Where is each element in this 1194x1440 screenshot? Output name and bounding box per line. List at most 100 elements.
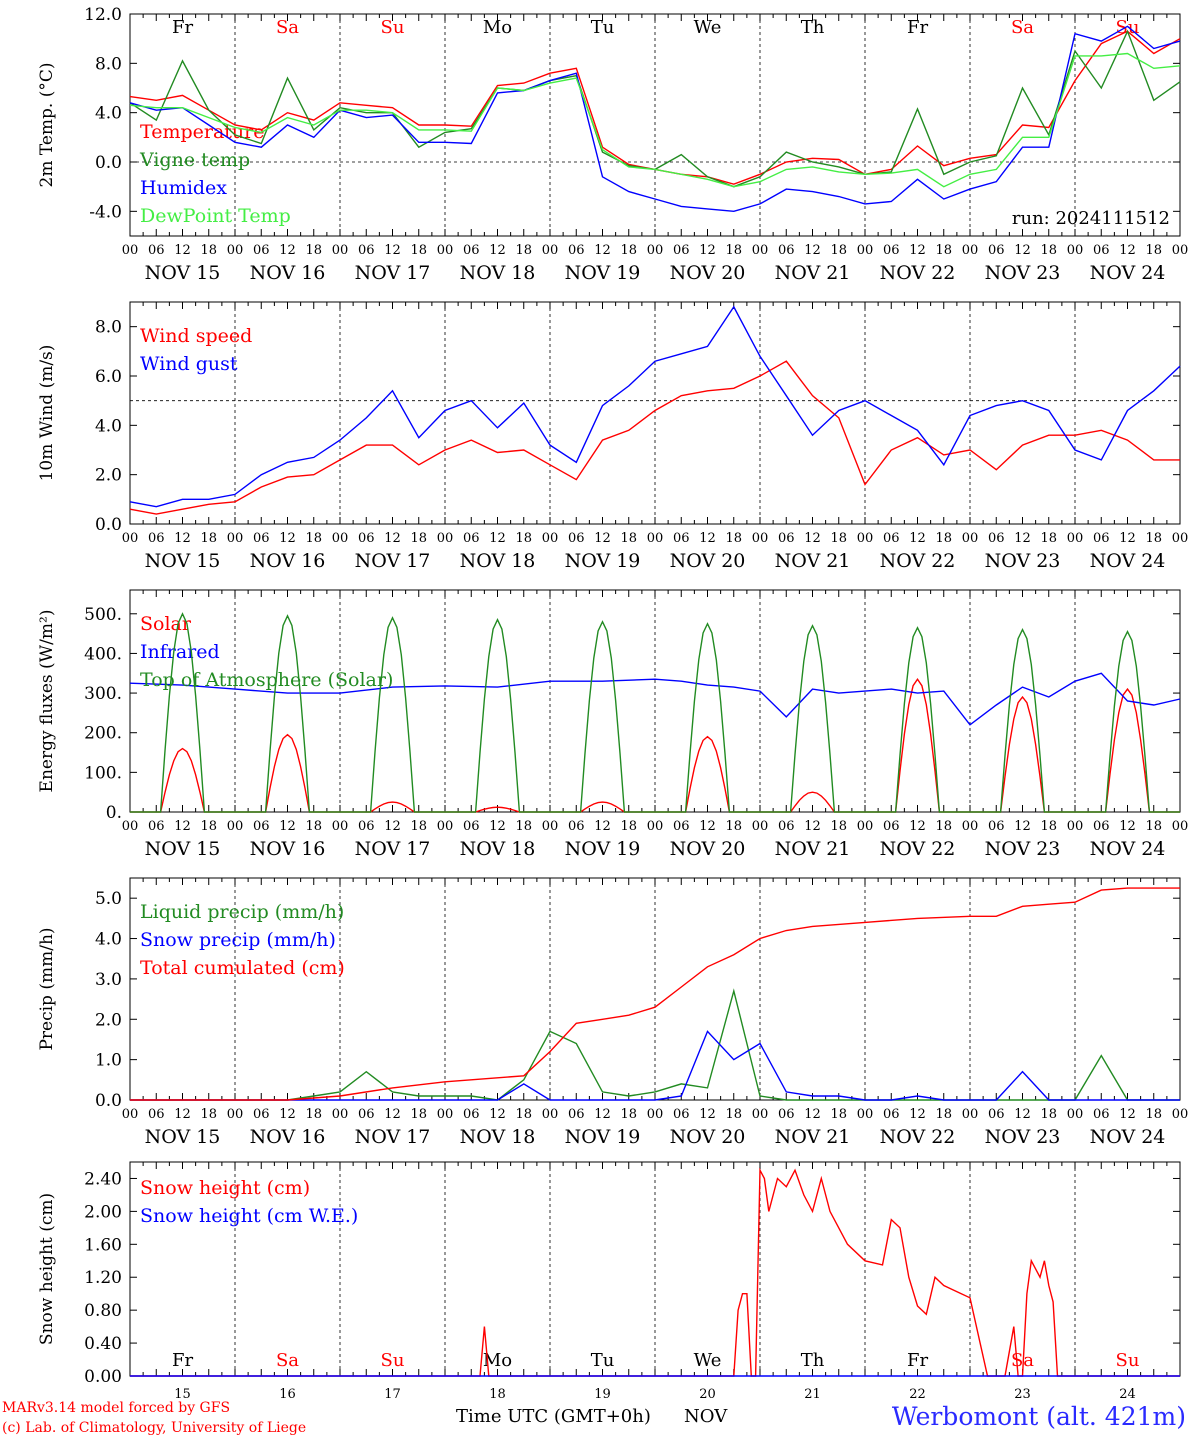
hour-tick-label: 06 — [568, 1107, 585, 1122]
hour-tick-label: 12 — [279, 531, 296, 546]
legend-entry: Snow height (cm W.E.) — [140, 1205, 358, 1227]
weekday-label: Fr — [907, 17, 928, 38]
y-tick-label: 400. — [84, 644, 122, 664]
hour-tick-label: 18 — [935, 243, 952, 258]
hour-tick-label: 06 — [253, 819, 270, 834]
hour-tick-label: 00 — [122, 1107, 139, 1122]
hour-tick-label: 06 — [1093, 1107, 1110, 1122]
date-label: NOV 15 — [145, 838, 221, 860]
y-tick-label: 0.0 — [95, 515, 122, 535]
hour-tick-label: 18 — [1145, 1107, 1162, 1122]
y-tick-label: 0.80 — [84, 1301, 122, 1321]
y-tick-label: 12.0 — [84, 5, 122, 25]
y-axis-label: 2m Temp. (°C) — [37, 62, 57, 187]
hour-tick-label: 12 — [804, 1107, 821, 1122]
hour-tick-label: 18 — [410, 531, 427, 546]
legend-entry: Vigne temp — [139, 149, 250, 171]
hour-tick-label: 12 — [489, 531, 506, 546]
date-label: NOV 17 — [355, 838, 431, 860]
legend-entry: Snow precip (mm/h) — [140, 929, 336, 951]
hour-tick-label: 00 — [1067, 1107, 1084, 1122]
hour-tick-label: 00 — [857, 819, 874, 834]
date-label: NOV 24 — [1090, 550, 1166, 572]
y-tick-label: 0.0 — [95, 1091, 122, 1111]
hour-tick-label: 06 — [253, 531, 270, 546]
hour-tick-label: 18 — [305, 531, 322, 546]
day-number-label: 20 — [699, 1387, 716, 1402]
hour-tick-label: 06 — [988, 531, 1005, 546]
hour-tick-label: 12 — [699, 819, 716, 834]
hour-tick-label: 00 — [122, 819, 139, 834]
hour-tick-label: 12 — [489, 243, 506, 258]
hour-tick-label: 18 — [1040, 819, 1057, 834]
y-tick-label: 0.00 — [84, 1367, 122, 1387]
legend-entry: Top of Atmosphere (Solar) — [140, 669, 393, 691]
hour-tick-label: 18 — [935, 819, 952, 834]
series-line — [129, 52, 1181, 188]
y-tick-label: 2.0 — [95, 466, 122, 486]
y-tick-label: 5.0 — [95, 889, 122, 909]
legend-entry: Humidex — [140, 177, 227, 199]
y-tick-label: 0.40 — [84, 1334, 122, 1354]
hour-tick-label: 06 — [673, 819, 690, 834]
hour-tick-label: 12 — [909, 531, 926, 546]
hour-tick-label: 18 — [1145, 531, 1162, 546]
hour-tick-label: 00 — [332, 243, 349, 258]
y-axis-label: Snow height (cm) — [37, 1193, 57, 1345]
hour-tick-label: 00 — [332, 531, 349, 546]
y-tick-label: 200. — [84, 724, 122, 744]
hour-tick-label: 18 — [1145, 243, 1162, 258]
date-label: NOV 23 — [985, 262, 1061, 284]
date-label: NOV 21 — [775, 838, 851, 860]
hour-tick-label: 18 — [410, 1107, 427, 1122]
hour-tick-label: 00 — [332, 819, 349, 834]
hour-tick-label: 06 — [463, 243, 480, 258]
date-label: NOV 24 — [1090, 262, 1166, 284]
hour-tick-label: 06 — [1093, 531, 1110, 546]
hour-tick-label: 18 — [620, 819, 637, 834]
date-label: NOV 15 — [145, 1126, 221, 1148]
weekday-label: We — [694, 1350, 722, 1371]
hour-tick-label: 00 — [857, 1107, 874, 1122]
weekday-label: Su — [381, 1350, 405, 1371]
hour-tick-label: 06 — [568, 531, 585, 546]
date-label: NOV 24 — [1090, 838, 1166, 860]
hour-tick-label: 12 — [279, 819, 296, 834]
x-axis-month: NOV — [684, 1406, 728, 1427]
hour-tick-label: 18 — [725, 819, 742, 834]
hour-tick-label: 12 — [279, 243, 296, 258]
hour-tick-label: 12 — [699, 531, 716, 546]
hour-tick-label: 06 — [778, 1107, 795, 1122]
weekday-label: Tu — [591, 1350, 615, 1371]
weekday-label: Mo — [483, 17, 512, 38]
hour-tick-label: 00 — [227, 243, 244, 258]
hour-tick-label: 18 — [725, 1107, 742, 1122]
hour-tick-label: 06 — [883, 1107, 900, 1122]
y-axis-label: Precip (mm/h) — [37, 927, 57, 1050]
date-label: NOV 20 — [670, 838, 746, 860]
y-tick-label: 2.00 — [84, 1202, 122, 1222]
y-tick-label: 2.0 — [95, 1010, 122, 1030]
hour-tick-label: 12 — [1119, 243, 1136, 258]
hour-tick-label: 06 — [1093, 243, 1110, 258]
hour-tick-label: 00 — [1172, 819, 1189, 834]
date-label: NOV 23 — [985, 838, 1061, 860]
hour-tick-label: 06 — [358, 1107, 375, 1122]
hour-tick-label: 06 — [148, 243, 165, 258]
hour-tick-label: 18 — [515, 1107, 532, 1122]
hour-tick-label: 00 — [962, 243, 979, 258]
hour-tick-label: 12 — [1119, 1107, 1136, 1122]
date-label: NOV 19 — [565, 262, 641, 284]
date-label: NOV 16 — [250, 262, 326, 284]
hour-tick-label: 00 — [962, 819, 979, 834]
hour-tick-label: 12 — [384, 1107, 401, 1122]
hour-tick-label: 00 — [542, 819, 559, 834]
date-label: NOV 20 — [670, 262, 746, 284]
series-line — [130, 988, 1180, 1101]
x-axis-title: Time UTC (GMT+0h) — [456, 1406, 651, 1427]
legend-entry: Wind speed — [140, 325, 252, 347]
day-number-label: 18 — [489, 1387, 506, 1402]
weekday-label: Su — [1116, 17, 1140, 38]
hour-tick-label: 12 — [1014, 531, 1031, 546]
date-label: NOV 19 — [565, 1126, 641, 1148]
